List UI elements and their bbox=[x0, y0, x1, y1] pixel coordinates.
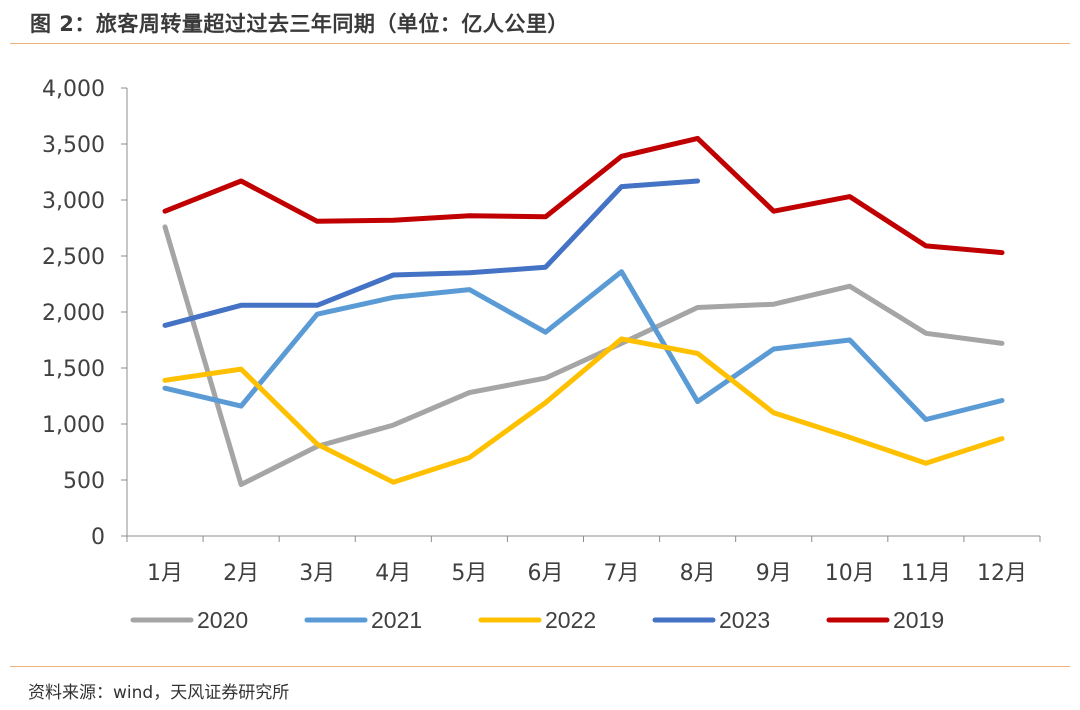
y-tick-label: 1,500 bbox=[42, 357, 105, 382]
x-tick-label: 5月 bbox=[451, 561, 487, 586]
series-line-2023 bbox=[162, 178, 701, 328]
axes: 0 500 1,000 1,500 2,000 2,500 3,000 3,500 4,000 1… bbox=[42, 77, 1041, 586]
x-tick-label: 12月 bbox=[977, 561, 1027, 586]
x-tick-label: 2月 bbox=[223, 561, 259, 586]
series-line-2019 bbox=[162, 135, 1005, 256]
series-layer bbox=[162, 135, 1005, 487]
series-line-2021 bbox=[162, 269, 1005, 422]
y-tick-label: 2,500 bbox=[42, 245, 105, 270]
footer-divider bbox=[10, 666, 1070, 667]
x-tick-label: 1月 bbox=[147, 561, 183, 586]
x-tick-label: 11月 bbox=[901, 561, 951, 586]
legend-label: 2023 bbox=[719, 607, 770, 633]
title-divider bbox=[10, 43, 1070, 44]
x-tick-label: 3月 bbox=[299, 561, 335, 586]
legend: 2020 2021 2022 2023 2019 bbox=[130, 607, 944, 633]
y-tick-label: 3,500 bbox=[42, 133, 105, 158]
x-tick-label: 7月 bbox=[604, 561, 640, 586]
legend-label: 2021 bbox=[371, 607, 422, 633]
y-tick-label: 2,000 bbox=[42, 301, 105, 326]
y-tick-label: 4,000 bbox=[42, 77, 105, 102]
x-tick-label: 10月 bbox=[825, 561, 875, 586]
legend-label: 2019 bbox=[893, 607, 944, 633]
x-tick-label: 9月 bbox=[756, 561, 792, 586]
y-tick-label: 0 bbox=[91, 525, 105, 550]
legend-label: 2020 bbox=[197, 607, 248, 633]
legend-label: 2022 bbox=[545, 607, 596, 633]
chart-title: 图 2：旅客周转量超过过去三年同期（单位：亿人公里） bbox=[30, 12, 569, 36]
x-tick-label: 6月 bbox=[527, 561, 563, 586]
y-tick-label: 1,000 bbox=[42, 413, 105, 438]
x-tick-label: 8月 bbox=[680, 561, 716, 586]
source-note: 资料来源：wind，天风证券研究所 bbox=[28, 683, 290, 703]
y-tick-label: 3,000 bbox=[42, 189, 105, 214]
x-tick-label: 4月 bbox=[375, 561, 411, 586]
series-line-2020 bbox=[162, 224, 1005, 487]
series-line-2022 bbox=[162, 336, 1005, 485]
y-tick-label: 500 bbox=[63, 469, 105, 494]
